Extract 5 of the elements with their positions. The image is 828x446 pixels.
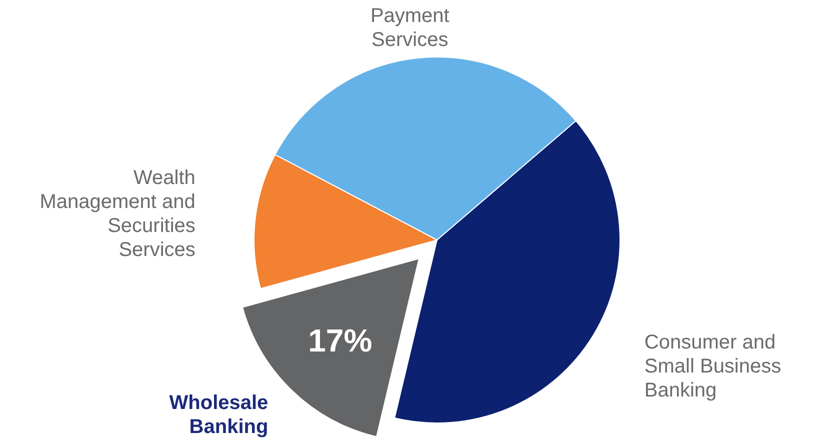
data-label: 17%: [308, 322, 372, 358]
slice-label: Consumer and Small Business Banking: [644, 332, 782, 402]
slice-label: Payment Services: [370, 5, 450, 51]
slice-label: Wealth Management and Securities Services: [40, 166, 196, 261]
slice-label: Wholesale Banking: [169, 392, 268, 438]
